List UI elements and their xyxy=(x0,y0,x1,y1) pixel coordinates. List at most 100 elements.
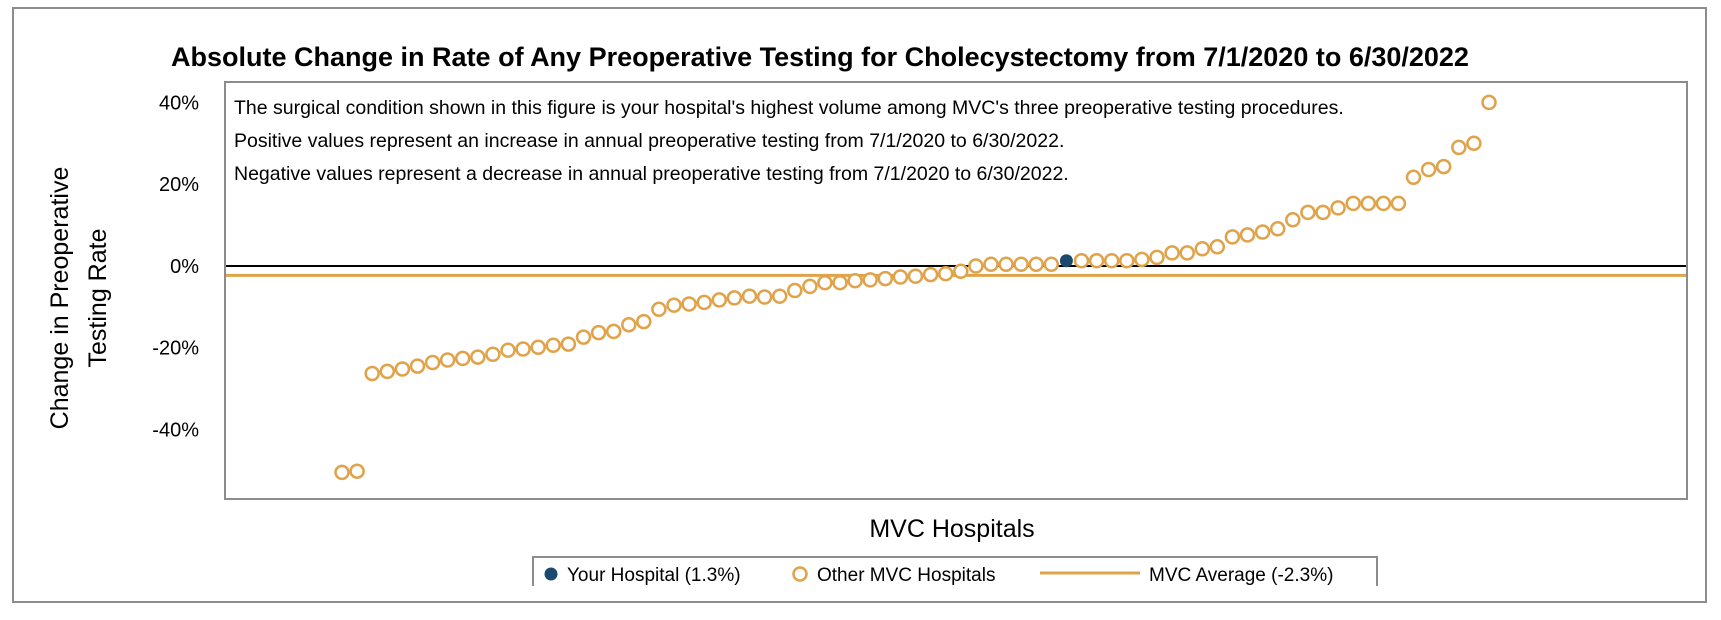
other-hospital-point xyxy=(1073,252,1090,269)
y-axis-label-line-1: Change in Preoperative xyxy=(46,167,74,430)
other-hospital-point xyxy=(545,337,562,354)
other-hospital-point xyxy=(983,256,999,273)
other-hospital-point xyxy=(862,272,878,288)
note-line-3: Negative values represent a decrease in … xyxy=(234,163,1069,185)
other-hospital-point xyxy=(847,272,863,289)
other-hospital-point xyxy=(1405,169,1422,186)
legend-your-hospital-marker xyxy=(544,567,558,581)
y-tick-label: 0% xyxy=(170,256,199,278)
y-tick-label: 20% xyxy=(159,174,199,196)
y-tick-label: -20% xyxy=(152,338,199,360)
other-hospital-point xyxy=(922,266,939,283)
data-points xyxy=(334,94,1497,481)
other-hospital-point xyxy=(1300,204,1316,221)
other-hospital-point xyxy=(560,336,577,352)
note-line-1: The surgical condition shown in this fig… xyxy=(234,97,1344,119)
other-hospital-point xyxy=(364,365,380,382)
other-hospital-point xyxy=(1345,195,1361,212)
other-hospital-point xyxy=(937,265,954,282)
other-hospital-point xyxy=(1119,252,1135,269)
other-hospital-point xyxy=(575,329,592,345)
other-hospital-point xyxy=(590,324,607,341)
other-hospital-point xyxy=(485,346,501,363)
other-hospital-point xyxy=(771,288,788,304)
other-hospital-point xyxy=(726,290,743,306)
other-hospital-point xyxy=(1239,227,1256,243)
other-hospital-point xyxy=(681,296,697,312)
other-hospital-point xyxy=(1375,195,1392,212)
y-axis-label: Change in Preoperative Testing Rate xyxy=(46,167,112,430)
y-axis-ticks: 40% 20% 0% -20% -40% xyxy=(152,92,199,441)
other-hospital-point xyxy=(756,289,773,305)
other-hospital-point xyxy=(892,269,909,285)
other-hospital-point xyxy=(349,463,365,479)
other-hospital-point xyxy=(1088,252,1105,269)
other-hospital-point xyxy=(1013,256,1029,273)
other-hospital-point xyxy=(1254,224,1271,240)
other-hospital-point xyxy=(621,317,637,333)
y-tick-label: 40% xyxy=(159,92,199,114)
y-tick-label: -40% xyxy=(152,420,199,442)
legend-average-label: MVC Average (-2.3%) xyxy=(1149,565,1333,586)
other-hospital-point xyxy=(968,258,984,274)
other-hospital-point xyxy=(439,352,456,368)
other-hospital-point xyxy=(1420,161,1437,178)
other-hospital-point xyxy=(817,274,833,291)
other-hospital-point xyxy=(515,341,531,357)
other-hospital-point xyxy=(379,363,396,380)
other-hospital-point xyxy=(1330,200,1346,216)
notes: The surgical condition shown in this fig… xyxy=(234,97,1344,185)
other-hospital-point xyxy=(877,270,894,287)
other-hospital-point xyxy=(1481,94,1497,111)
other-hospital-point xyxy=(1194,241,1211,257)
other-hospital-point xyxy=(1269,221,1286,237)
other-hospital-point xyxy=(1224,229,1241,245)
other-hospital-point xyxy=(907,268,924,284)
legend-your-hospital-label: Your Hospital (1.3%) xyxy=(567,565,741,586)
y-axis-label-line-2: Testing Rate xyxy=(84,229,112,368)
other-hospital-point xyxy=(998,256,1014,273)
other-hospital-point xyxy=(1043,256,1060,273)
other-hospital-point xyxy=(1285,212,1301,228)
other-hospital-point xyxy=(605,323,622,340)
legend-other-marker xyxy=(792,566,808,582)
legend-frame xyxy=(532,556,1378,586)
other-hospital-point xyxy=(1149,249,1165,266)
note-line-2: Positive values represent an increase in… xyxy=(234,130,1064,152)
other-hospital-point xyxy=(1209,239,1226,255)
other-hospital-point xyxy=(1134,251,1150,268)
other-hospital-point xyxy=(741,288,758,304)
other-hospital-point xyxy=(500,342,516,358)
your-hospital-point xyxy=(1059,254,1073,268)
other-hospital-point xyxy=(1451,139,1467,156)
plot-area xyxy=(224,81,1688,500)
other-hospital-point xyxy=(1466,135,1482,152)
other-hospital-point xyxy=(1435,158,1452,175)
other-hospital-point xyxy=(636,313,652,330)
other-hospital-point xyxy=(1179,245,1195,261)
legend-other-label: Other MVC Hospitals xyxy=(817,565,995,586)
other-hospital-point xyxy=(334,464,350,481)
other-hospital-point xyxy=(651,301,667,318)
other-hospital-point xyxy=(530,339,546,356)
other-hospital-point xyxy=(832,274,848,291)
other-hospital-point xyxy=(1103,252,1120,269)
other-hospital-point xyxy=(1164,245,1180,261)
x-axis-label: MVC Hospitals xyxy=(869,515,1034,543)
other-hospital-point xyxy=(1028,256,1044,273)
other-hospital-point xyxy=(1360,195,1377,212)
other-hospital-point xyxy=(666,297,682,313)
chart-title: Absolute Change in Rate of Any Preoperat… xyxy=(171,42,1469,72)
other-hospital-point xyxy=(470,349,486,365)
other-hospital-point xyxy=(1315,204,1331,221)
legend: Your Hospital (1.3%) Other MVC Hospitals… xyxy=(532,556,1378,586)
other-hospital-point xyxy=(802,278,818,295)
other-hospital-point xyxy=(454,350,471,367)
other-hospital-point xyxy=(696,294,712,311)
outer-frame xyxy=(12,7,1707,603)
other-hospital-point xyxy=(1390,195,1407,212)
other-hospital-point xyxy=(424,354,441,371)
other-hospital-point xyxy=(409,358,426,374)
other-hospital-point xyxy=(394,361,411,377)
